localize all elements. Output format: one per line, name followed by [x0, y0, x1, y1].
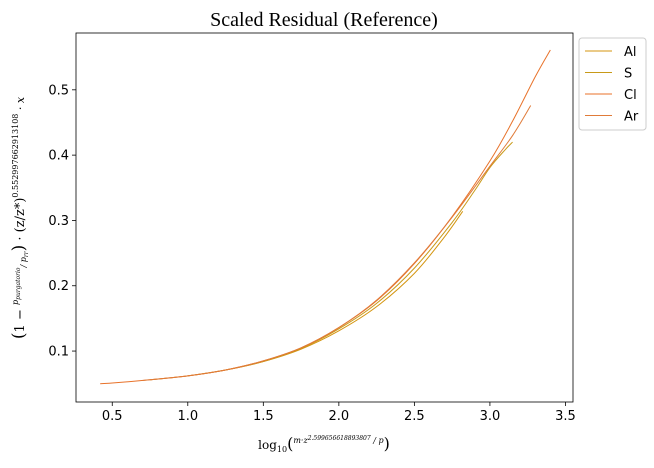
y-tick-label: 0.2	[48, 279, 69, 294]
x-tick-label: 3.5	[555, 409, 576, 424]
y-tick-label: 0.5	[48, 83, 69, 98]
x-tick-label: 0.5	[102, 409, 123, 424]
legend-label-al: Al	[624, 45, 637, 60]
x-axis: 0.5 1.0 1.5 2.0 2.5 3.0 3.5	[102, 402, 576, 424]
series-line-ar	[142, 105, 532, 381]
x-tick-label: 2.5	[404, 409, 425, 424]
legend-label-ar: Ar	[624, 110, 639, 125]
chart-title: Scaled Residual (Reference)	[210, 9, 438, 31]
svg-text:log10(m·z2.599656618893807 / p: log10(m·z2.599656618893807 / p)	[258, 434, 390, 454]
y-axis-label: (1 − ppurgatorio/ prr) · (z/z*)0.5529976…	[9, 96, 30, 339]
y-tick-label: 0.1	[48, 345, 69, 360]
y-tick-label: 0.4	[48, 149, 69, 164]
x-tick-label: 3.0	[480, 409, 501, 424]
legend: Al S Cl Ar	[578, 37, 647, 131]
x-tick-label: 1.0	[177, 409, 198, 424]
y-axis: 0.1 0.2 0.3 0.4 0.5	[48, 83, 76, 360]
plot-area	[75, 32, 574, 403]
series-layer	[100, 49, 551, 385]
x-axis-label: log10(m·z2.599656618893807 / p)	[258, 434, 390, 454]
series-line-s	[187, 141, 513, 377]
legend-label-cl: Cl	[624, 88, 637, 103]
svg-text:(1 − ppurgatorio/ prr) · (z/z*: (1 − ppurgatorio/ prr) · (z/z*)0.5529976…	[9, 96, 30, 339]
legend-box	[578, 37, 647, 131]
y-tick-label: 0.3	[48, 214, 69, 229]
x-tick-label: 1.5	[253, 409, 274, 424]
legend-label-s: S	[624, 67, 632, 82]
x-tick-label: 2.0	[329, 409, 350, 424]
